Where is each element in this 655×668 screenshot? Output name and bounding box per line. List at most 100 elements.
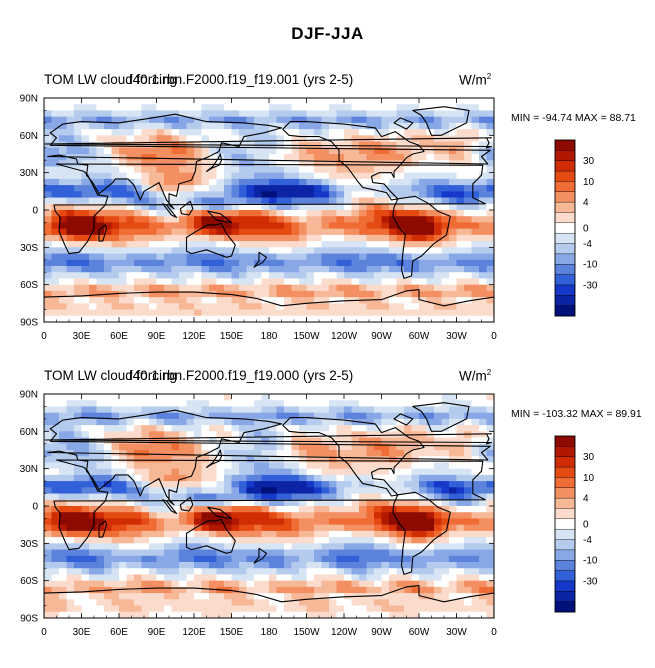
field-cell: [441, 216, 450, 223]
colorbar-swatch: [554, 487, 576, 499]
field-cell: [51, 586, 60, 594]
field-cell: [419, 98, 427, 105]
field-cell: [81, 191, 90, 198]
coastlines: [44, 106, 494, 322]
field-cell: [359, 400, 367, 407]
field-cell: [389, 605, 397, 613]
field-cell: [74, 178, 82, 186]
field-cell: [404, 394, 412, 401]
field-cell: [306, 580, 315, 588]
field-cell: [359, 309, 367, 317]
field-cell: [381, 222, 390, 230]
field-cell: [434, 272, 442, 279]
field-cell: [359, 303, 367, 310]
field-cell: [134, 234, 142, 242]
field-cell: [351, 222, 360, 230]
coastline-north-america: [282, 417, 425, 497]
field-cell: [284, 210, 292, 217]
field-cell: [74, 549, 82, 557]
field-cell: [344, 437, 352, 445]
field-cell: [261, 290, 270, 298]
field-cell: [216, 524, 225, 532]
field-cell: [449, 272, 457, 279]
field-cell: [164, 506, 172, 513]
field-cell: [411, 266, 420, 273]
field-cell: [336, 450, 345, 457]
field-cell: [186, 611, 195, 618]
field-cell: [471, 259, 480, 267]
field-cell: [344, 611, 352, 618]
field-cell: [231, 549, 240, 557]
field-cell: [179, 172, 187, 180]
field-cell: [81, 499, 90, 507]
field-cell: [81, 122, 90, 130]
field-cell: [351, 418, 360, 426]
field-cell: [441, 593, 450, 600]
field-cell: [381, 431, 390, 438]
field-cell: [66, 406, 75, 414]
field-cell: [486, 506, 494, 513]
field-cell: [66, 122, 75, 130]
field-cell: [449, 203, 457, 211]
field-cell: [419, 530, 427, 538]
field-cell: [456, 568, 465, 575]
field-cell: [134, 147, 142, 155]
field-cell: [134, 499, 142, 507]
field-cell: [321, 443, 330, 451]
field-cell: [351, 147, 360, 155]
x-tick-label: 180: [261, 331, 278, 342]
field-cell: [44, 568, 52, 575]
field-cell: [419, 160, 427, 167]
field-cell: [194, 537, 202, 544]
field-cell: [299, 418, 307, 426]
field-cell: [81, 574, 90, 582]
field-cell: [224, 122, 232, 130]
field-cell: [134, 574, 142, 582]
field-cell: [246, 129, 255, 136]
field-cell: [434, 599, 442, 606]
field-cell: [351, 272, 360, 279]
field-cell: [419, 443, 427, 451]
field-cell: [351, 605, 360, 613]
field-cell: [134, 562, 142, 569]
field-cell: [216, 611, 225, 618]
field-cell: [404, 129, 412, 136]
field-cell: [344, 266, 352, 273]
field-cell: [89, 568, 97, 575]
field-cell: [381, 580, 390, 588]
field-cell: [134, 543, 142, 550]
field-cell: [434, 309, 442, 317]
field-cell: [156, 253, 165, 261]
field-cell: [164, 580, 172, 588]
field-cell: [156, 574, 165, 582]
colorbar-frame: [554, 435, 576, 613]
field-cell: [321, 154, 330, 161]
field-cell: [141, 266, 150, 273]
field-cell: [381, 297, 390, 304]
field-cell: [306, 506, 315, 513]
field-cell: [351, 406, 360, 414]
field-cell: [374, 412, 382, 420]
field-cell: [149, 493, 157, 501]
field-cell: [396, 549, 405, 557]
field-cell: [344, 586, 352, 594]
field-cell: [59, 418, 67, 426]
field-cell: [404, 303, 412, 310]
field-cell: [329, 309, 337, 317]
field-cell: [404, 160, 412, 167]
field-cell: [449, 297, 457, 304]
field-cell: [164, 418, 172, 426]
field-cell: [171, 468, 180, 476]
field-cell: [74, 555, 82, 563]
field-cell: [111, 425, 120, 432]
field-cell: [96, 191, 105, 198]
field-cell: [306, 605, 315, 613]
field-cell: [449, 222, 457, 230]
field-cell: [389, 437, 397, 445]
field-cell: [44, 266, 52, 273]
field-cell: [171, 309, 180, 317]
field-cell: [314, 110, 322, 118]
field-cell: [246, 166, 255, 174]
field-cell: [269, 228, 277, 236]
field-cell: [81, 437, 90, 445]
